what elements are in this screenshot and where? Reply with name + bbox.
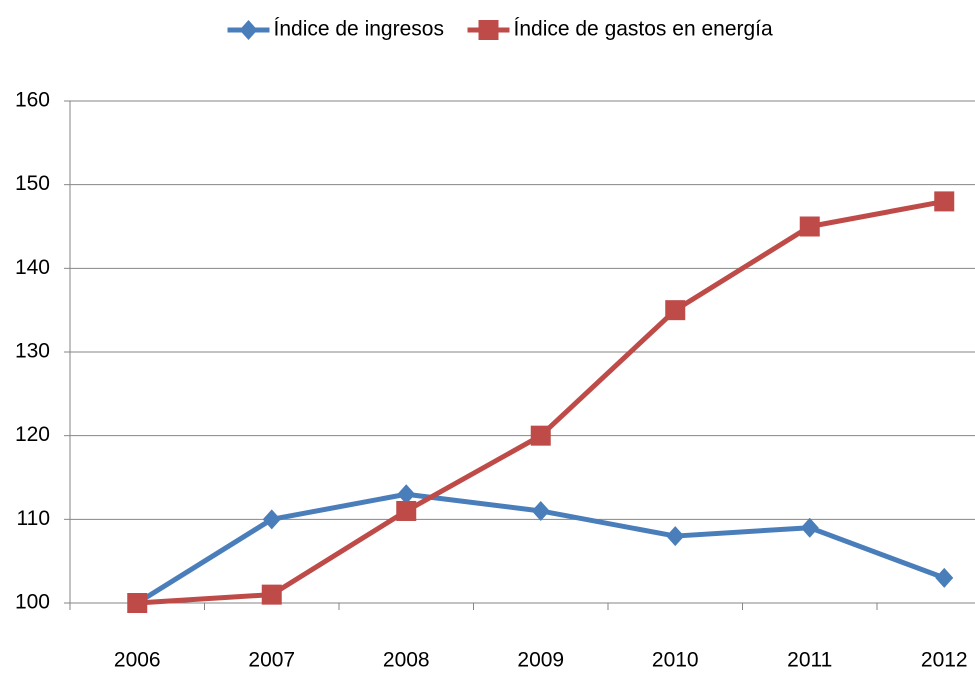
y-tick-label: 150 [15, 172, 50, 195]
data-point [935, 567, 954, 588]
legend-label: Índice de gastos en energía [514, 18, 774, 41]
legend-marker [478, 20, 499, 40]
data-point [934, 191, 955, 212]
y-tick-label: 130 [15, 340, 50, 363]
series-line [137, 198, 945, 606]
data-point [261, 584, 282, 605]
data-point [127, 593, 148, 613]
data-point [396, 500, 417, 521]
x-tick-label: 2008 [383, 649, 430, 672]
y-tick-label: 120 [15, 423, 50, 446]
x-tick-label: 2012 [921, 649, 968, 672]
data-point [800, 517, 819, 538]
data-point [531, 500, 550, 521]
data-point [397, 484, 416, 505]
x-tick-label: 2011 [787, 649, 832, 672]
x-tick-label: 2010 [652, 649, 699, 672]
data-point [799, 216, 820, 237]
data-point [665, 300, 686, 321]
data-point [666, 526, 685, 547]
y-tick-label: 110 [17, 507, 50, 530]
y-tick-label: 140 [15, 256, 50, 279]
legend-label: Índice de ingresos [274, 18, 444, 41]
x-tick-label: 2006 [114, 649, 161, 672]
x-tick-label: 2009 [517, 649, 564, 672]
data-point [262, 509, 281, 530]
y-tick-label: 160 [15, 89, 50, 112]
data-point [530, 425, 551, 446]
x-tick-label: 2007 [248, 649, 295, 672]
legend-marker [239, 20, 258, 40]
y-tick-label: 100 [15, 591, 50, 614]
